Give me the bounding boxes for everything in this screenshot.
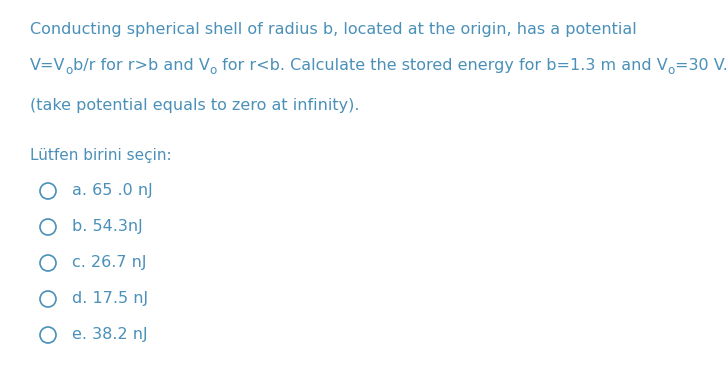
Text: o: o	[668, 64, 675, 77]
Text: a. 65 .0 nJ: a. 65 .0 nJ	[72, 183, 152, 198]
Text: o: o	[65, 64, 73, 77]
Text: b/r for r>b and V: b/r for r>b and V	[73, 58, 210, 73]
Text: =30 V.: =30 V.	[675, 58, 726, 73]
Text: Lütfen birini seçin:: Lütfen birini seçin:	[30, 148, 171, 163]
Text: c. 26.7 nJ: c. 26.7 nJ	[72, 255, 147, 270]
Text: V=V: V=V	[30, 58, 65, 73]
Text: Conducting spherical shell of radius b, located at the origin, has a potential: Conducting spherical shell of radius b, …	[30, 22, 637, 37]
Text: e. 38.2 nJ: e. 38.2 nJ	[72, 327, 147, 342]
Text: o: o	[210, 64, 217, 77]
Text: d. 17.5 nJ: d. 17.5 nJ	[72, 291, 148, 306]
Text: b. 54.3nJ: b. 54.3nJ	[72, 219, 143, 234]
Text: for r<b. Calculate the stored energy for b=1.3 m and V: for r<b. Calculate the stored energy for…	[217, 58, 668, 73]
Text: (take potential equals to zero at infinity).: (take potential equals to zero at infini…	[30, 98, 359, 113]
